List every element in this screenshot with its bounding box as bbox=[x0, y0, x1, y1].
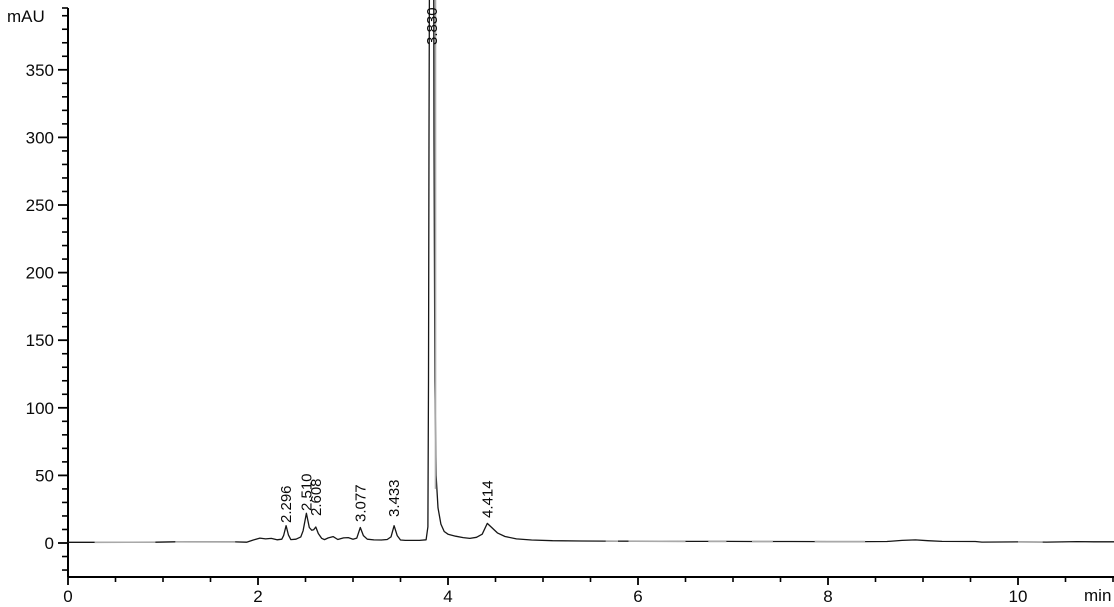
peak-rt-label: 4.414 bbox=[479, 480, 496, 518]
peak-rt-label: 2.608 bbox=[308, 478, 325, 516]
y-axis-tick-label: 250 bbox=[26, 196, 54, 215]
peak-rt-label: 3.077 bbox=[352, 484, 369, 522]
y-axis-tick-label: 350 bbox=[26, 61, 54, 80]
peak-rt-label: 3.433 bbox=[386, 479, 403, 517]
x-axis-tick-label: 4 bbox=[443, 587, 452, 606]
peak-rt-label: 3.830 bbox=[424, 7, 441, 45]
peak-rt-label: 2.296 bbox=[278, 485, 295, 523]
signal-trace bbox=[67, 0, 1114, 543]
y-axis-unit-label: mAU bbox=[7, 7, 45, 26]
y-axis-tick-label: 300 bbox=[26, 128, 54, 147]
y-axis-tick-label: 100 bbox=[26, 399, 54, 418]
y-axis-tick-label: 200 bbox=[26, 264, 54, 283]
peak-rt-label: 2.510 bbox=[298, 473, 315, 511]
x-axis-tick-label: 10 bbox=[1009, 587, 1028, 606]
x-axis-tick-label: 2 bbox=[253, 587, 262, 606]
x-axis-unit-label: min bbox=[1084, 586, 1112, 605]
y-axis-tick-label: 50 bbox=[35, 466, 54, 485]
y-axis-tick-label: 0 bbox=[45, 534, 54, 553]
y-axis-tick-label: 150 bbox=[26, 331, 54, 350]
x-axis-tick-label: 0 bbox=[63, 587, 72, 606]
x-axis-tick-label: 6 bbox=[633, 587, 642, 606]
x-axis-tick-label: 8 bbox=[823, 587, 832, 606]
